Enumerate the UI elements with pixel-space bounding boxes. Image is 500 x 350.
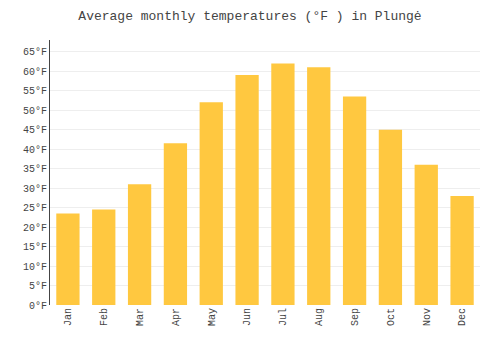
svg-text:30°F: 30°F	[23, 184, 47, 195]
svg-text:0°F: 0°F	[29, 301, 47, 312]
svg-text:Mar: Mar	[135, 308, 146, 326]
svg-text:50°F: 50°F	[23, 106, 47, 117]
svg-text:10°F: 10°F	[23, 262, 47, 273]
svg-text:Dec: Dec	[457, 308, 468, 326]
svg-text:5°F: 5°F	[29, 281, 47, 292]
svg-text:Oct: Oct	[386, 308, 397, 326]
svg-text:45°F: 45°F	[23, 125, 47, 136]
svg-text:Nov: Nov	[422, 308, 433, 326]
svg-text:15°F: 15°F	[23, 242, 47, 253]
svg-text:Sep: Sep	[350, 308, 361, 326]
svg-text:Apr: Apr	[171, 308, 182, 326]
svg-text:Jan: Jan	[63, 308, 74, 326]
svg-text:20°F: 20°F	[23, 223, 47, 234]
svg-text:Average monthly temperatures (: Average monthly temperatures (°F ) in Pl…	[78, 9, 421, 24]
svg-text:May: May	[207, 308, 218, 326]
svg-text:Jul: Jul	[278, 308, 289, 326]
svg-text:Aug: Aug	[314, 308, 325, 326]
svg-text:55°F: 55°F	[23, 86, 47, 97]
svg-text:60°F: 60°F	[23, 67, 47, 78]
svg-text:65°F: 65°F	[23, 47, 47, 58]
svg-text:35°F: 35°F	[23, 164, 47, 175]
svg-text:40°F: 40°F	[23, 145, 47, 156]
svg-text:Feb: Feb	[99, 308, 110, 326]
svg-text:Jun: Jun	[242, 308, 253, 326]
svg-text:25°F: 25°F	[23, 203, 47, 214]
